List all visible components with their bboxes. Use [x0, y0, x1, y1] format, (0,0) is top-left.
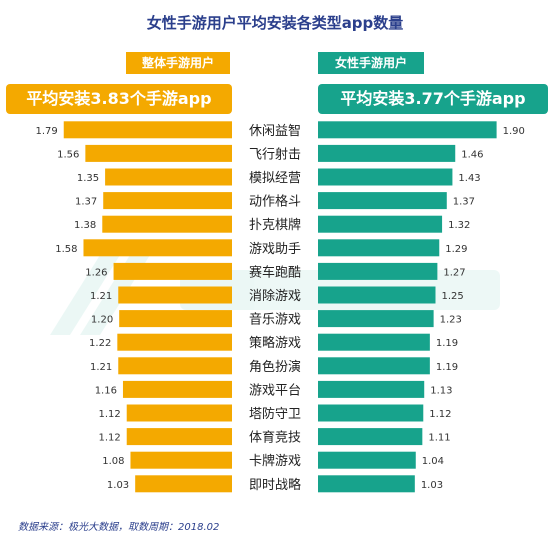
bar-female-1 — [318, 144, 456, 162]
value-label-overall-4: 1.38 — [74, 220, 96, 231]
category-label-10: 角色扮演 — [249, 359, 301, 375]
value-label-female-9: 1.19 — [436, 338, 458, 349]
value-label-female-15: 1.03 — [421, 480, 443, 491]
bar-female-13 — [318, 428, 423, 446]
category-label-14: 卡牌游戏 — [249, 453, 301, 469]
bar-female-14 — [318, 451, 416, 469]
value-label-female-5: 1.29 — [445, 244, 467, 255]
value-label-female-10: 1.19 — [436, 362, 458, 373]
category-label-5: 游戏助手 — [249, 242, 301, 257]
category-label-7: 消除游戏 — [249, 289, 301, 304]
bar-female-0 — [318, 121, 497, 139]
category-label-6: 赛车跑酷 — [249, 264, 301, 280]
bar-overall-6 — [113, 262, 232, 280]
bar-female-3 — [318, 192, 447, 210]
value-label-female-8: 1.23 — [440, 315, 462, 326]
value-label-overall-2: 1.35 — [77, 173, 99, 184]
bar-overall-0 — [63, 121, 232, 139]
value-label-overall-7: 1.21 — [90, 291, 112, 302]
value-label-overall-13: 1.12 — [98, 433, 120, 444]
bar-overall-1 — [85, 144, 232, 162]
category-label-2: 模拟经营 — [249, 171, 301, 186]
value-label-female-0: 1.90 — [503, 126, 525, 137]
bar-overall-10 — [118, 357, 232, 375]
bar-overall-7 — [118, 286, 232, 304]
bar-female-15 — [318, 475, 415, 493]
bar-female-8 — [318, 310, 434, 328]
value-label-overall-3: 1.37 — [75, 197, 97, 208]
value-label-overall-9: 1.22 — [89, 338, 111, 349]
value-label-female-14: 1.04 — [422, 456, 444, 467]
female-users-label: 女性手游用户 — [318, 52, 424, 74]
value-label-overall-5: 1.58 — [55, 244, 77, 255]
bar-female-9 — [318, 333, 430, 351]
category-label-0: 休闲益智 — [249, 124, 301, 139]
value-label-female-11: 1.13 — [430, 385, 452, 396]
value-label-overall-10: 1.21 — [90, 362, 112, 373]
bar-overall-14 — [130, 451, 232, 469]
bar-female-4 — [318, 215, 443, 233]
bar-female-11 — [318, 380, 425, 398]
value-label-female-7: 1.25 — [442, 291, 464, 302]
category-label-8: 音乐游戏 — [249, 312, 301, 328]
value-label-overall-15: 1.03 — [107, 480, 129, 491]
value-label-female-12: 1.12 — [429, 409, 451, 420]
bar-overall-5 — [83, 239, 232, 257]
bar-overall-15 — [135, 475, 232, 493]
bar-female-5 — [318, 239, 440, 257]
overall-users-label: 整体手游用户 — [126, 52, 230, 74]
bar-overall-4 — [102, 215, 232, 233]
chart-title: 女性手游用户平均安装各类型app数量 — [146, 14, 404, 32]
bar-overall-8 — [119, 310, 232, 328]
value-label-overall-12: 1.12 — [98, 409, 120, 420]
bar-overall-13 — [126, 428, 232, 446]
value-label-female-13: 1.11 — [428, 433, 450, 444]
bar-female-6 — [318, 262, 438, 280]
value-label-overall-11: 1.16 — [95, 385, 117, 396]
value-label-overall-8: 1.20 — [91, 315, 113, 326]
value-label-female-3: 1.37 — [453, 197, 475, 208]
bar-female-7 — [318, 286, 436, 304]
bar-overall-3 — [103, 192, 232, 210]
category-label-4: 扑克棋牌 — [249, 217, 301, 233]
bar-overall-11 — [122, 380, 232, 398]
category-label-13: 体育竞技 — [249, 430, 301, 446]
overall-average-banner: 平均安装3.83个手游app — [6, 84, 232, 114]
category-label-3: 动作格斗 — [249, 194, 301, 210]
female-average-banner: 平均安装3.77个手游app — [318, 84, 548, 114]
bar-overall-12 — [126, 404, 232, 422]
bar-female-12 — [318, 404, 424, 422]
bar-female-2 — [318, 168, 453, 186]
value-label-female-4: 1.32 — [448, 220, 470, 231]
value-label-female-6: 1.27 — [443, 267, 465, 278]
bar-overall-9 — [117, 333, 232, 351]
value-label-overall-6: 1.26 — [85, 267, 107, 278]
data-source-note: 数据来源：极光大数据，取数周期：2018.02 — [18, 522, 220, 533]
value-label-female-2: 1.43 — [458, 173, 480, 184]
value-label-overall-0: 1.79 — [35, 126, 57, 137]
category-label-11: 游戏平台 — [249, 383, 301, 398]
category-label-9: 策略游戏 — [249, 335, 301, 351]
bar-overall-2 — [105, 168, 232, 186]
bar-female-10 — [318, 357, 430, 375]
value-label-overall-14: 1.08 — [102, 456, 124, 467]
category-label-15: 即时战略 — [249, 477, 301, 493]
category-label-12: 塔防守卫 — [249, 406, 301, 422]
value-label-overall-1: 1.56 — [57, 149, 79, 160]
value-label-female-1: 1.46 — [461, 149, 483, 160]
category-label-1: 飞行射击 — [249, 146, 301, 162]
